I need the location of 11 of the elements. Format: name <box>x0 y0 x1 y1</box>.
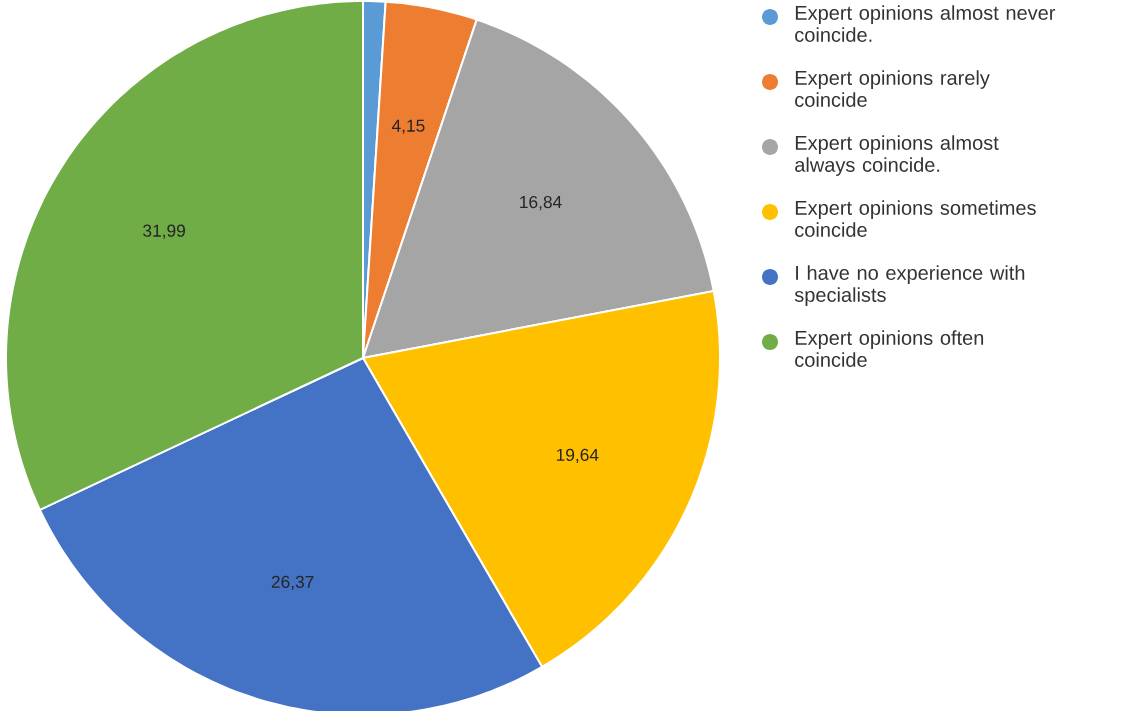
legend-label: Expert opinions almost never coincide. <box>795 5 1056 42</box>
legend-label: I have no experience with specialists <box>794 265 1025 306</box>
legend-label: Expert opinions almost always coincide. <box>795 135 999 176</box>
data-label: 31,99 <box>143 224 185 239</box>
legend-label: Expert opinions sometimes coincide <box>795 200 1036 237</box>
legend-label: Expert opinions often coincide <box>795 330 984 367</box>
data-label: 16,84 <box>520 195 562 211</box>
data-label: 4,15 <box>391 119 425 134</box>
data-label: 26,37 <box>271 575 314 591</box>
data-label: 19,64 <box>556 448 599 464</box>
legend-label: Expert opinions rarely coincide <box>795 70 990 107</box>
